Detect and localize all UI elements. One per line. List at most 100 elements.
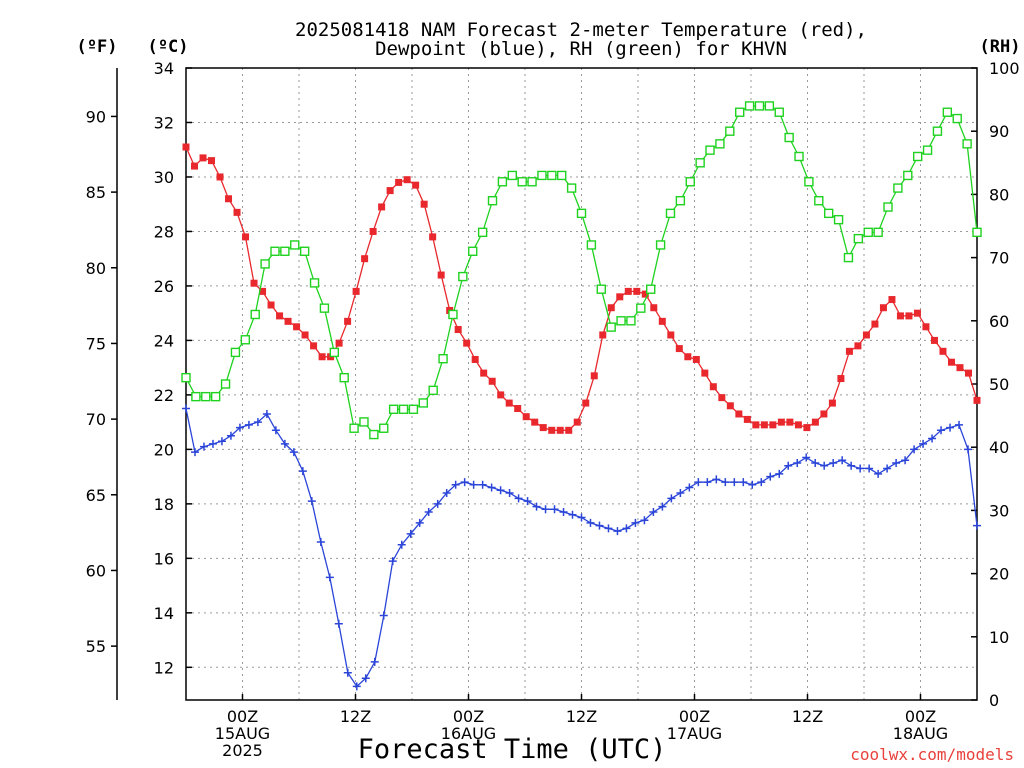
dewpoint-point xyxy=(928,434,937,443)
rh-point xyxy=(349,423,359,433)
dewpoint-point xyxy=(577,513,586,522)
rh-point xyxy=(280,246,290,256)
temperature-point xyxy=(743,415,751,423)
rh-point xyxy=(201,391,211,402)
temperature-point xyxy=(242,233,250,241)
chart-title-line-1: 2025081418 NAM Forecast 2-meter Temperat… xyxy=(295,19,867,41)
rh-point xyxy=(477,227,488,238)
dewpoint-point xyxy=(802,453,811,462)
rh-point xyxy=(369,429,379,440)
rh-unit-label: (RH) xyxy=(980,37,1021,57)
temperature-point xyxy=(786,418,794,426)
temperature-point xyxy=(310,342,318,350)
temperature-point xyxy=(794,421,802,429)
dewpoint-point xyxy=(586,518,595,527)
temperature-point xyxy=(803,424,811,432)
rh-tick-label: 60 xyxy=(989,312,1009,331)
temperature-point xyxy=(590,372,598,380)
dewpoint-point xyxy=(505,488,514,497)
rh-line xyxy=(185,105,978,436)
celsius-axis-ticks: 12 14 16 18 20 22 24 26 28 30 32 34 xyxy=(154,59,192,677)
dewpoint-point xyxy=(775,469,784,478)
rh-point xyxy=(418,398,428,408)
rh-point xyxy=(843,252,854,263)
rh-point xyxy=(794,151,804,162)
celsius-tick-label: 22 xyxy=(154,386,174,405)
rh-point xyxy=(408,404,419,414)
rh-point xyxy=(557,170,567,181)
temperature-point xyxy=(701,369,709,377)
dewpoint-point xyxy=(460,478,469,487)
temperature-point xyxy=(497,391,505,399)
rh-point xyxy=(725,126,735,136)
temperature-point xyxy=(650,304,658,312)
temperature-point xyxy=(361,255,369,263)
dewpoint-point xyxy=(541,505,550,514)
dewpoint-point xyxy=(937,426,946,435)
dewpoint-point xyxy=(604,524,613,533)
dewpoint-point xyxy=(334,619,343,628)
fahrenheit-unit-label: (ºF) xyxy=(77,37,118,57)
temperature-point xyxy=(437,271,445,279)
rh-point xyxy=(270,246,280,256)
temperature-point xyxy=(607,304,615,312)
rh-point xyxy=(240,335,251,345)
rh-tick-label: 20 xyxy=(989,565,1009,584)
temperature-point xyxy=(879,304,887,312)
rh-point xyxy=(646,284,656,294)
fahrenheit-tick-label: 55 xyxy=(86,637,106,656)
rh-point xyxy=(705,145,715,155)
dewpoint-point xyxy=(442,488,451,497)
rh-point xyxy=(616,316,626,326)
temperature-point xyxy=(684,353,692,361)
temperature-point xyxy=(480,369,488,377)
temperature-point xyxy=(667,331,675,339)
dewpoint-point xyxy=(964,445,973,454)
rh-point xyxy=(754,101,765,111)
dewpoint-point xyxy=(316,538,325,546)
rh-point xyxy=(922,145,933,155)
temperature-point xyxy=(709,383,717,391)
rh-point xyxy=(764,101,775,111)
temperature-point xyxy=(335,339,343,347)
temperature-point xyxy=(429,233,437,241)
dewpoint-point xyxy=(622,524,631,533)
dewpoint-point xyxy=(253,418,262,427)
chart-title-line-2: Dewpoint (blue), RH (green) for KHVN xyxy=(375,38,787,60)
rh-point xyxy=(675,196,686,206)
rh-tick-label: 40 xyxy=(989,438,1009,457)
rh-point xyxy=(388,404,399,414)
temperature-point xyxy=(378,203,386,211)
rh-point xyxy=(309,278,320,288)
rh-point xyxy=(458,271,468,282)
rh-point xyxy=(952,113,962,124)
temperature-point xyxy=(412,181,420,189)
dewpoint-point xyxy=(766,472,775,481)
rh-point xyxy=(448,309,458,320)
celsius-tick-label: 18 xyxy=(154,495,174,514)
temperature-point xyxy=(471,355,479,363)
rh-point xyxy=(576,208,587,219)
time-tick-label: 00Z xyxy=(905,707,936,726)
dewpoint-point xyxy=(946,423,955,432)
dewpoint-point xyxy=(307,497,316,506)
rh-point xyxy=(942,107,953,117)
rh-point xyxy=(566,183,577,193)
credit-label: coolwx.com/models xyxy=(850,745,1014,764)
temperature-point xyxy=(939,347,947,355)
temperature-point xyxy=(769,421,777,429)
temperature-point xyxy=(522,413,530,421)
dewpoint-point xyxy=(784,461,793,470)
rh-point xyxy=(487,196,498,206)
temperature-point xyxy=(896,312,904,320)
dewpoint-point xyxy=(856,464,865,473)
fahrenheit-tick-label: 75 xyxy=(86,334,106,353)
rh-point xyxy=(250,309,260,320)
rh-point xyxy=(517,177,527,187)
rh-point xyxy=(299,246,310,256)
temperature-point xyxy=(862,331,870,339)
dewpoint-point xyxy=(865,464,874,473)
temperature-point xyxy=(565,426,573,434)
dewpoint-point xyxy=(955,420,964,429)
rh-tick-label: 50 xyxy=(989,375,1009,394)
